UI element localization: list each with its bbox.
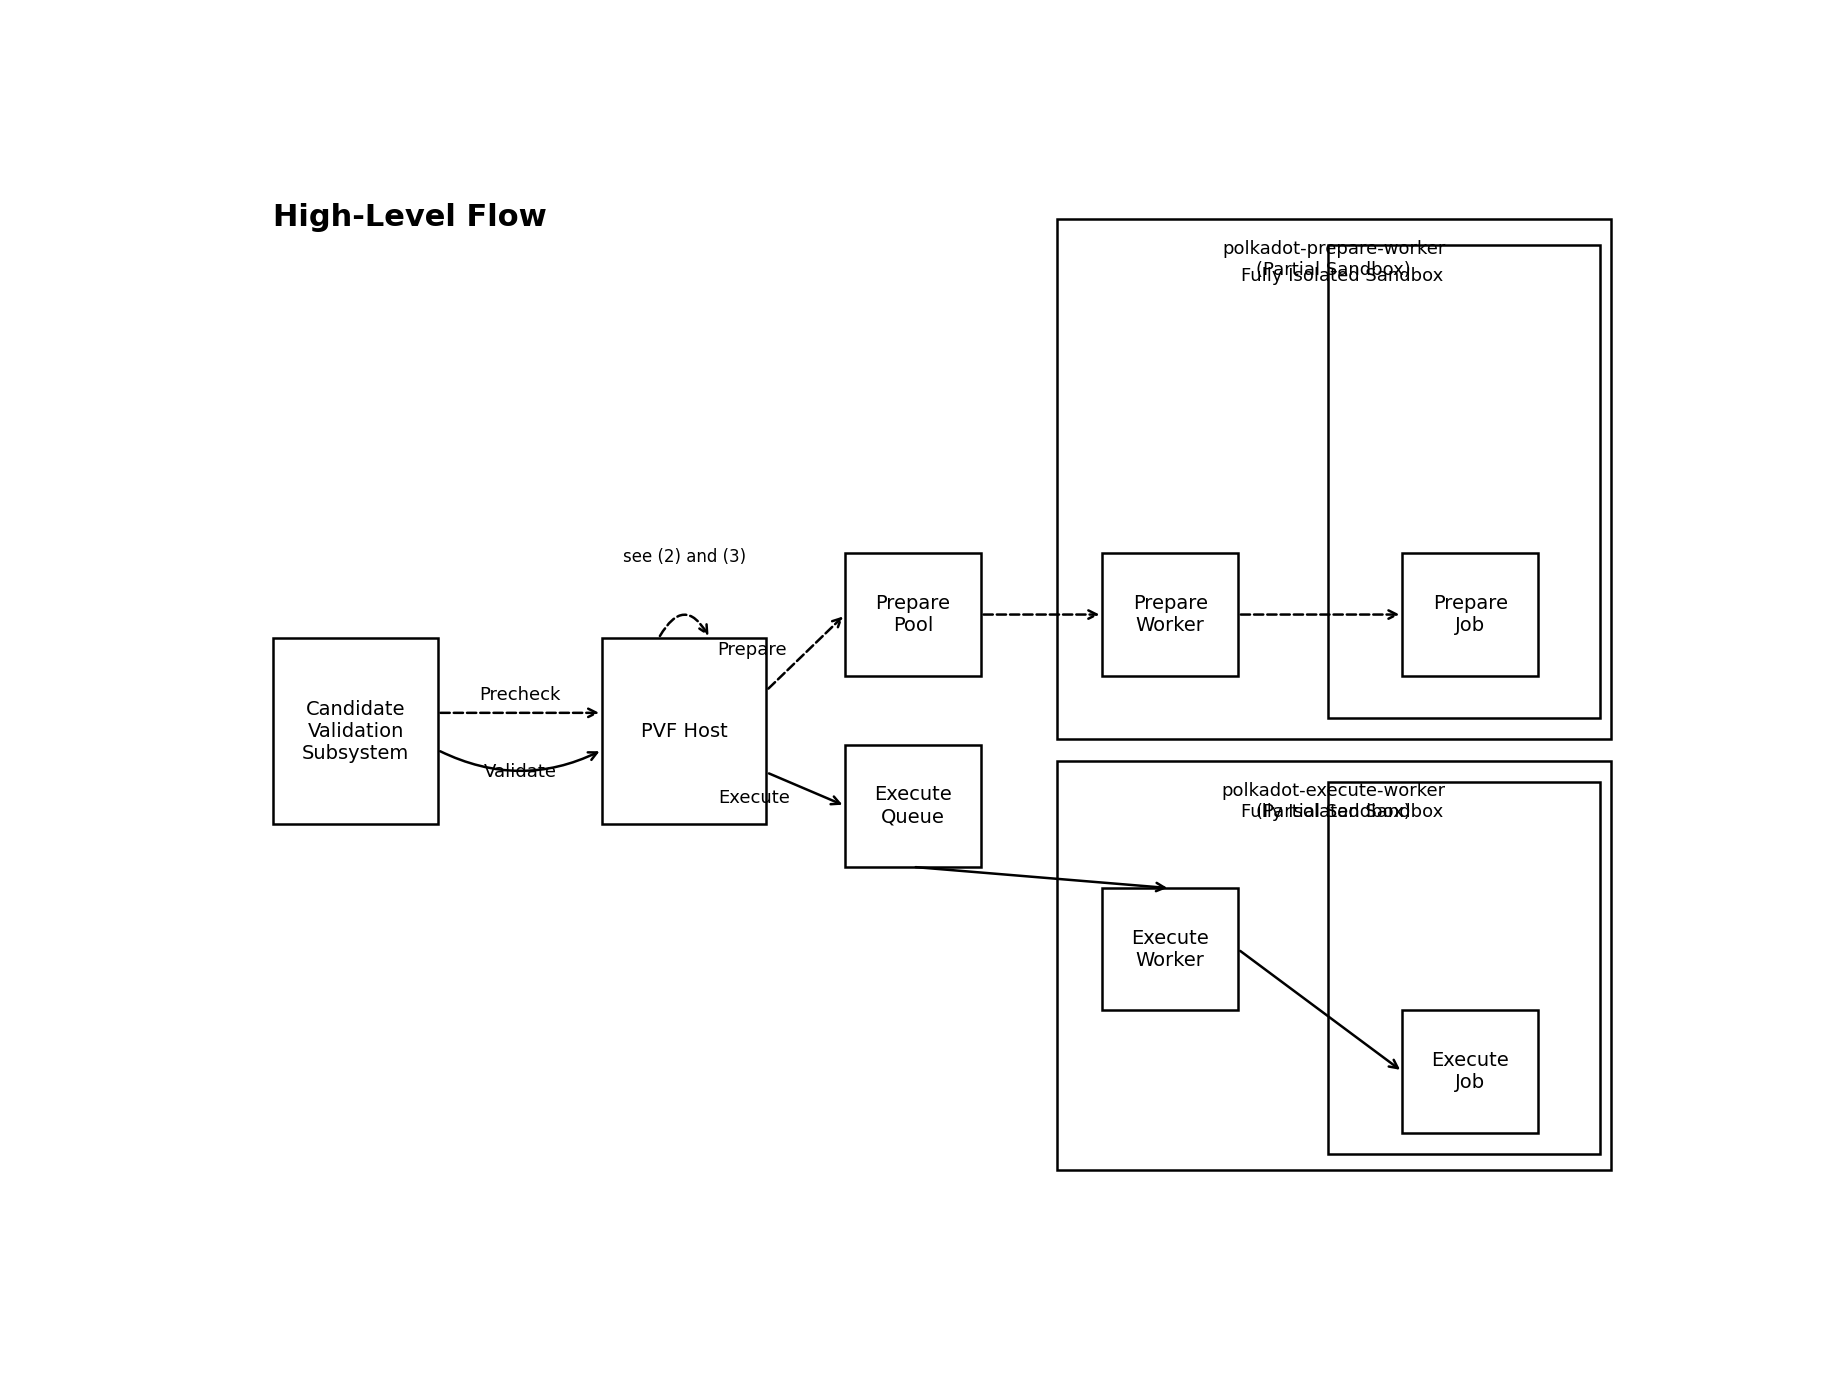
Text: polkadot-prepare-worker
(Partial Sandbox): polkadot-prepare-worker (Partial Sandbox… [1223,240,1446,279]
Text: Precheck: Precheck [479,686,561,704]
FancyBboxPatch shape [1328,782,1599,1154]
Text: Execute
Job: Execute Job [1431,1052,1508,1092]
Text: Prepare
Job: Prepare Job [1433,593,1508,635]
Text: Prepare: Prepare [717,640,787,658]
Text: Execute: Execute [717,789,789,807]
FancyBboxPatch shape [601,639,767,824]
Text: Candidate
Validation
Subsystem: Candidate Validation Subsystem [302,700,409,763]
FancyBboxPatch shape [845,553,981,676]
Text: Fully Isolated Sandbox: Fully Isolated Sandbox [1241,803,1444,821]
FancyBboxPatch shape [1401,553,1538,676]
Text: Validate: Validate [483,763,557,781]
Text: High-Level Flow: High-Level Flow [273,203,548,232]
FancyBboxPatch shape [845,745,981,867]
FancyBboxPatch shape [1057,760,1612,1170]
Text: polkadot-execute-worker
(Partial Sandbox): polkadot-execute-worker (Partial Sandbox… [1223,782,1446,821]
FancyBboxPatch shape [1328,246,1599,718]
Text: see (2) and (3): see (2) and (3) [623,548,745,566]
Text: Execute
Worker: Execute Worker [1130,929,1210,970]
FancyBboxPatch shape [1401,1010,1538,1133]
Text: Prepare
Worker: Prepare Worker [1132,593,1208,635]
FancyBboxPatch shape [273,639,437,824]
Text: PVF Host: PVF Host [642,722,728,741]
FancyBboxPatch shape [1057,218,1612,740]
Text: Fully Isolated Sandbox: Fully Isolated Sandbox [1241,266,1444,284]
Text: Prepare
Pool: Prepare Pool [876,593,950,635]
FancyBboxPatch shape [1103,553,1237,676]
FancyBboxPatch shape [1103,889,1237,1010]
Text: Execute
Queue: Execute Queue [874,785,952,827]
